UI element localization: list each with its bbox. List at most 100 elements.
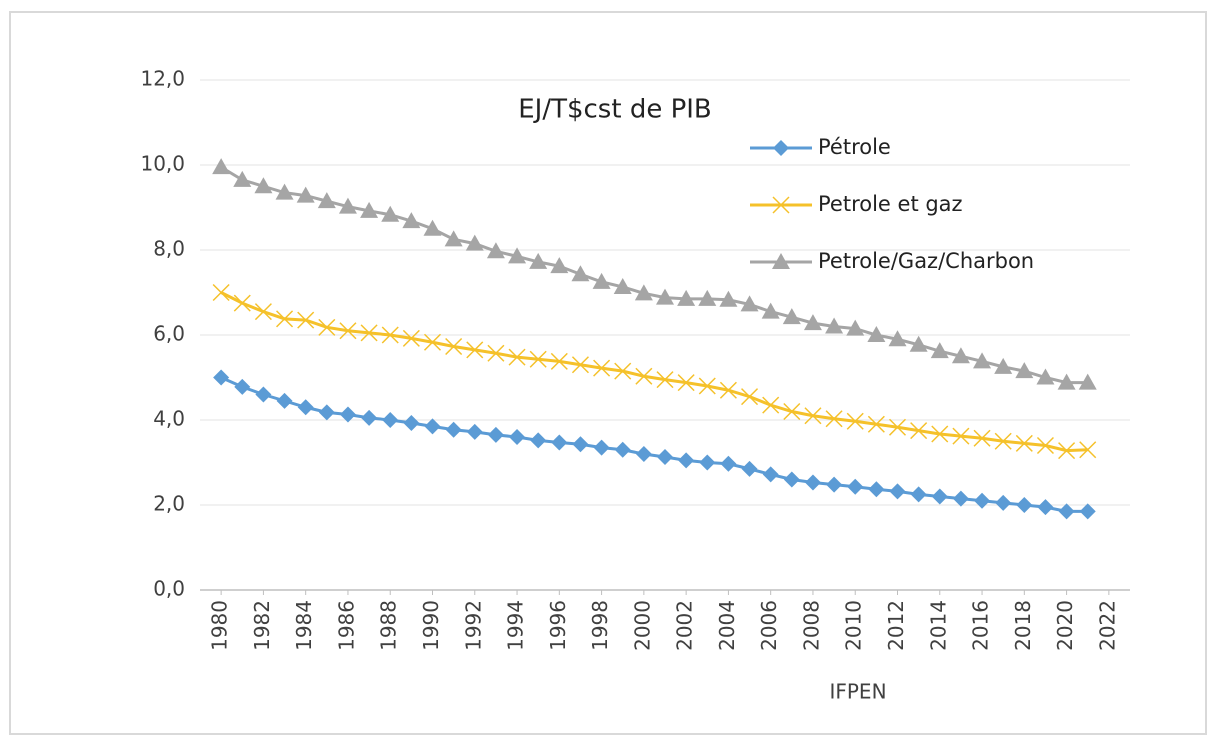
data-point [910,486,927,503]
data-point [888,418,907,436]
data-point [381,205,400,222]
data-point [719,290,738,307]
data-point [593,359,611,377]
data-point [445,421,462,438]
x-tick-label: 2016 [969,600,993,651]
legend-marker [772,196,790,214]
data-point [741,388,759,406]
x-tick-label: 1988 [377,600,401,651]
data-point [233,170,252,187]
data-point [487,426,504,443]
data-point [254,177,273,194]
y-tick-label: 2,0 [153,492,185,516]
data-point [592,272,611,289]
data-point [276,392,293,409]
data-point [1015,362,1034,379]
x-tick-label: 2010 [842,600,866,651]
data-point [635,367,653,385]
data-point [423,333,442,351]
data-point [1058,442,1076,460]
data-point [678,452,695,469]
y-tick-label: 12,0 [140,67,185,91]
data-point [424,418,441,435]
y-tick-label: 0,0 [153,577,185,601]
data-point [677,289,696,306]
data-point [888,330,907,347]
y-tick-label: 4,0 [153,407,185,431]
data-point [403,414,420,431]
data-point [466,341,484,359]
data-point [1036,436,1054,455]
data-point [1036,368,1055,385]
data-point [297,399,314,416]
data-point [614,441,631,458]
data-point [1057,373,1076,390]
legend-label: Petrole/Gaz/Charbon [818,249,1034,273]
data-point [740,295,759,312]
data-point [402,329,420,347]
data-point [635,446,652,462]
data-point [423,219,442,236]
data-point [529,350,547,368]
data-point [951,347,970,364]
data-point [826,476,843,493]
data-point [550,257,569,274]
data-point [762,396,780,414]
data-point [381,326,399,344]
data-point [339,406,356,423]
data-point [550,352,568,370]
data-point [804,407,822,425]
data-point [1016,497,1033,513]
data-point [741,460,758,477]
data-point [487,344,505,362]
data-point [593,439,610,456]
x-tick-label: 1994 [504,600,528,651]
data-point [931,488,948,505]
data-point [974,492,991,509]
data-point [318,318,336,336]
data-point [930,342,949,359]
x-axis-label: IFPEN [829,680,886,704]
data-point [402,212,421,229]
data-point [698,377,716,395]
x-tick-label: 1982 [250,600,274,651]
data-point [444,230,463,247]
data-point [360,324,378,342]
data-point [296,186,315,203]
data-point [614,362,632,380]
data-point [994,432,1012,450]
data-point [297,311,315,329]
data-point [995,494,1012,511]
data-point [868,481,885,498]
data-point [234,378,251,395]
data-point [952,490,969,507]
x-tick-label: 2020 [1053,600,1077,651]
data-point [634,284,653,301]
data-point [973,429,991,447]
y-tick-label: 6,0 [153,322,185,346]
x-tick-label: 1986 [334,600,358,651]
data-point [382,412,399,428]
data-point [994,357,1013,374]
data-point [656,371,674,389]
data-point [699,454,716,471]
data-point [465,234,484,251]
data-point [255,386,272,403]
data-point [360,201,379,218]
data-point [720,455,737,472]
data-point [762,466,779,483]
data-point [509,429,526,445]
legend-marker [772,253,790,269]
x-tick-label: 2004 [715,600,739,651]
data-point [825,410,843,428]
data-point [1078,373,1097,390]
legend-label: Petrole et gaz [818,192,963,216]
data-point [909,335,928,352]
data-point [529,252,548,269]
data-point [572,436,589,453]
data-point [761,302,780,319]
data-point [719,381,737,399]
data-point [782,308,801,325]
data-point [486,242,505,259]
